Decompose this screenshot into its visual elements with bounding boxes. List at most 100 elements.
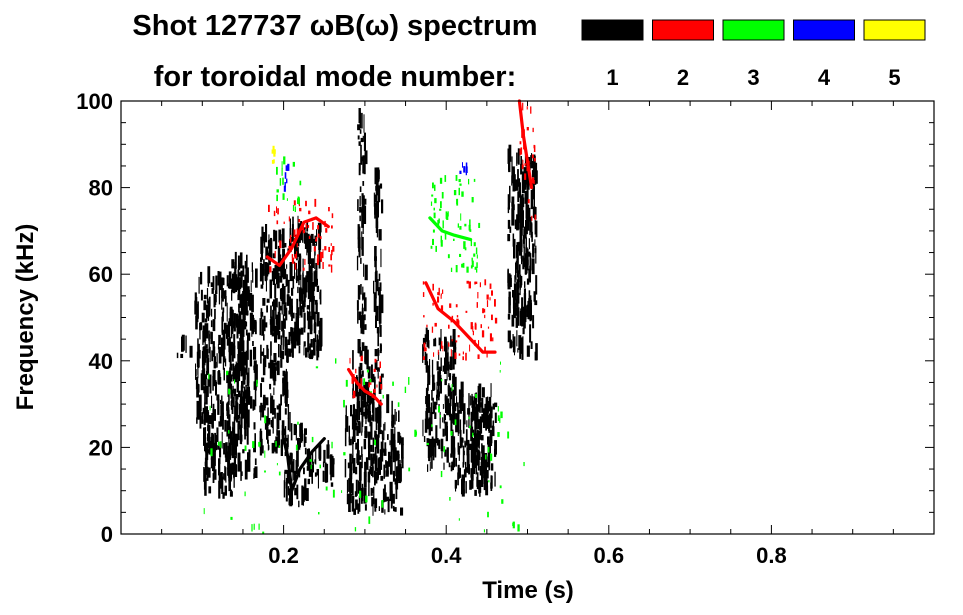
mode-1-streak (232, 321, 236, 329)
mode-1-streak (224, 419, 227, 432)
mode-1-streak (207, 433, 209, 449)
mode-1-streak (255, 268, 258, 288)
mode-1-streak (526, 204, 530, 222)
mode-1-streak (274, 298, 278, 308)
mode-2-streak (328, 246, 330, 252)
mode-1-streak (365, 345, 368, 365)
mode-1-streak (211, 288, 214, 294)
mode-1-streak (511, 175, 513, 186)
mode-1-streak (361, 231, 363, 250)
mode-1-streak (453, 376, 457, 396)
mode-1-streak (231, 284, 234, 293)
mode-1-streak (478, 460, 480, 471)
mode-1-streak (468, 393, 470, 409)
mode-1-streak (367, 404, 369, 418)
mode-2-streak (298, 219, 301, 223)
mode-1-streak (278, 344, 280, 358)
mode-1-streak (361, 370, 364, 377)
mode-1-streak (292, 347, 294, 358)
mode-1-streak (300, 305, 303, 318)
mode-1-streak (368, 469, 371, 483)
mode-1-streak (378, 422, 381, 434)
mode-1-streak (274, 325, 277, 343)
mode-1-streak (384, 509, 386, 515)
mode-3-streak (440, 239, 443, 247)
mode-1-streak (314, 250, 316, 270)
mode-2-streak (440, 294, 442, 299)
mode-3-streak (262, 531, 265, 534)
mode-1-streak (298, 287, 302, 302)
mode-1-streak (309, 351, 313, 360)
mode-3-streak (447, 254, 450, 259)
mode-2-streak (330, 254, 332, 261)
mode-1-streak (279, 234, 282, 242)
mode-1-streak (304, 488, 306, 501)
mode-2-streak (313, 246, 316, 252)
mode-1-streak (439, 411, 441, 429)
mode-1-streak (228, 414, 231, 434)
mode-1-streak (361, 446, 363, 457)
mode-1-streak (354, 408, 356, 418)
mode-1-streak (531, 196, 533, 206)
mode-1-streak (222, 332, 226, 350)
mode-2-streak (370, 382, 372, 385)
mode-2-streak (531, 215, 533, 221)
mode-1-streak (523, 307, 527, 314)
mode-3-streak (244, 491, 246, 497)
mode-1-streak (352, 350, 354, 370)
mode-1-streak (431, 453, 433, 469)
mode-1-streak (381, 430, 384, 440)
mode-1-streak (304, 478, 307, 493)
mode-2-streak (360, 378, 362, 387)
mode-1-streak (428, 439, 432, 458)
mode-1-streak (461, 479, 463, 495)
mode-1-streak (367, 415, 371, 422)
mode-1-streak (224, 465, 226, 481)
mode-1-streak (452, 329, 456, 346)
mode-1-streak (439, 379, 442, 394)
mode-1-streak (448, 383, 450, 395)
mode-1-streak (293, 459, 295, 470)
mode-1-streak (223, 443, 226, 455)
mode-1-streak (448, 412, 452, 417)
mode-2-streak (319, 236, 322, 239)
mode-1-streak (378, 193, 380, 202)
mode-1-streak (374, 446, 377, 462)
mode-1-streak (446, 447, 449, 463)
mode-2-streak (291, 257, 295, 264)
mode-1-streak (470, 425, 472, 442)
mode-1-streak (232, 372, 234, 377)
mode-5-blob-27 (271, 145, 276, 164)
mode-1-streak (260, 344, 262, 364)
mode-1-streak (223, 473, 225, 480)
mode-1-streak (434, 442, 437, 458)
mode-2-streak (524, 163, 526, 166)
mode-1-streak (357, 135, 360, 140)
mode-1-streak (389, 481, 393, 502)
mode-1-streak (489, 434, 493, 444)
mode-1-streak (274, 283, 277, 299)
mode-3-streak (282, 193, 285, 200)
mode-1-streak (367, 431, 371, 438)
mode-1-streak (221, 290, 224, 302)
mode-2-streak (474, 323, 477, 330)
mode-2-streak (484, 314, 486, 319)
mode-1-streak (282, 336, 284, 350)
mode-1-streak (208, 440, 212, 455)
mode-1-streak (454, 479, 457, 489)
mode-1-streak (223, 344, 225, 363)
mode-2-streak (441, 341, 443, 349)
mode-1-streak (235, 313, 239, 326)
mode-3-streak (464, 247, 467, 251)
mode-1-streak (491, 426, 495, 437)
mode-3-streak (462, 262, 465, 268)
mode-2-streak (296, 251, 298, 258)
mode-2-streak (456, 315, 459, 318)
mode-1-streak (345, 414, 347, 430)
mode-1-streak (254, 364, 258, 384)
mode-2-streak (304, 258, 306, 265)
mode-1-streak (517, 191, 520, 202)
mode-1-streak (468, 464, 470, 475)
mode-1-streak (431, 438, 435, 456)
mode-1-streak (490, 383, 492, 398)
